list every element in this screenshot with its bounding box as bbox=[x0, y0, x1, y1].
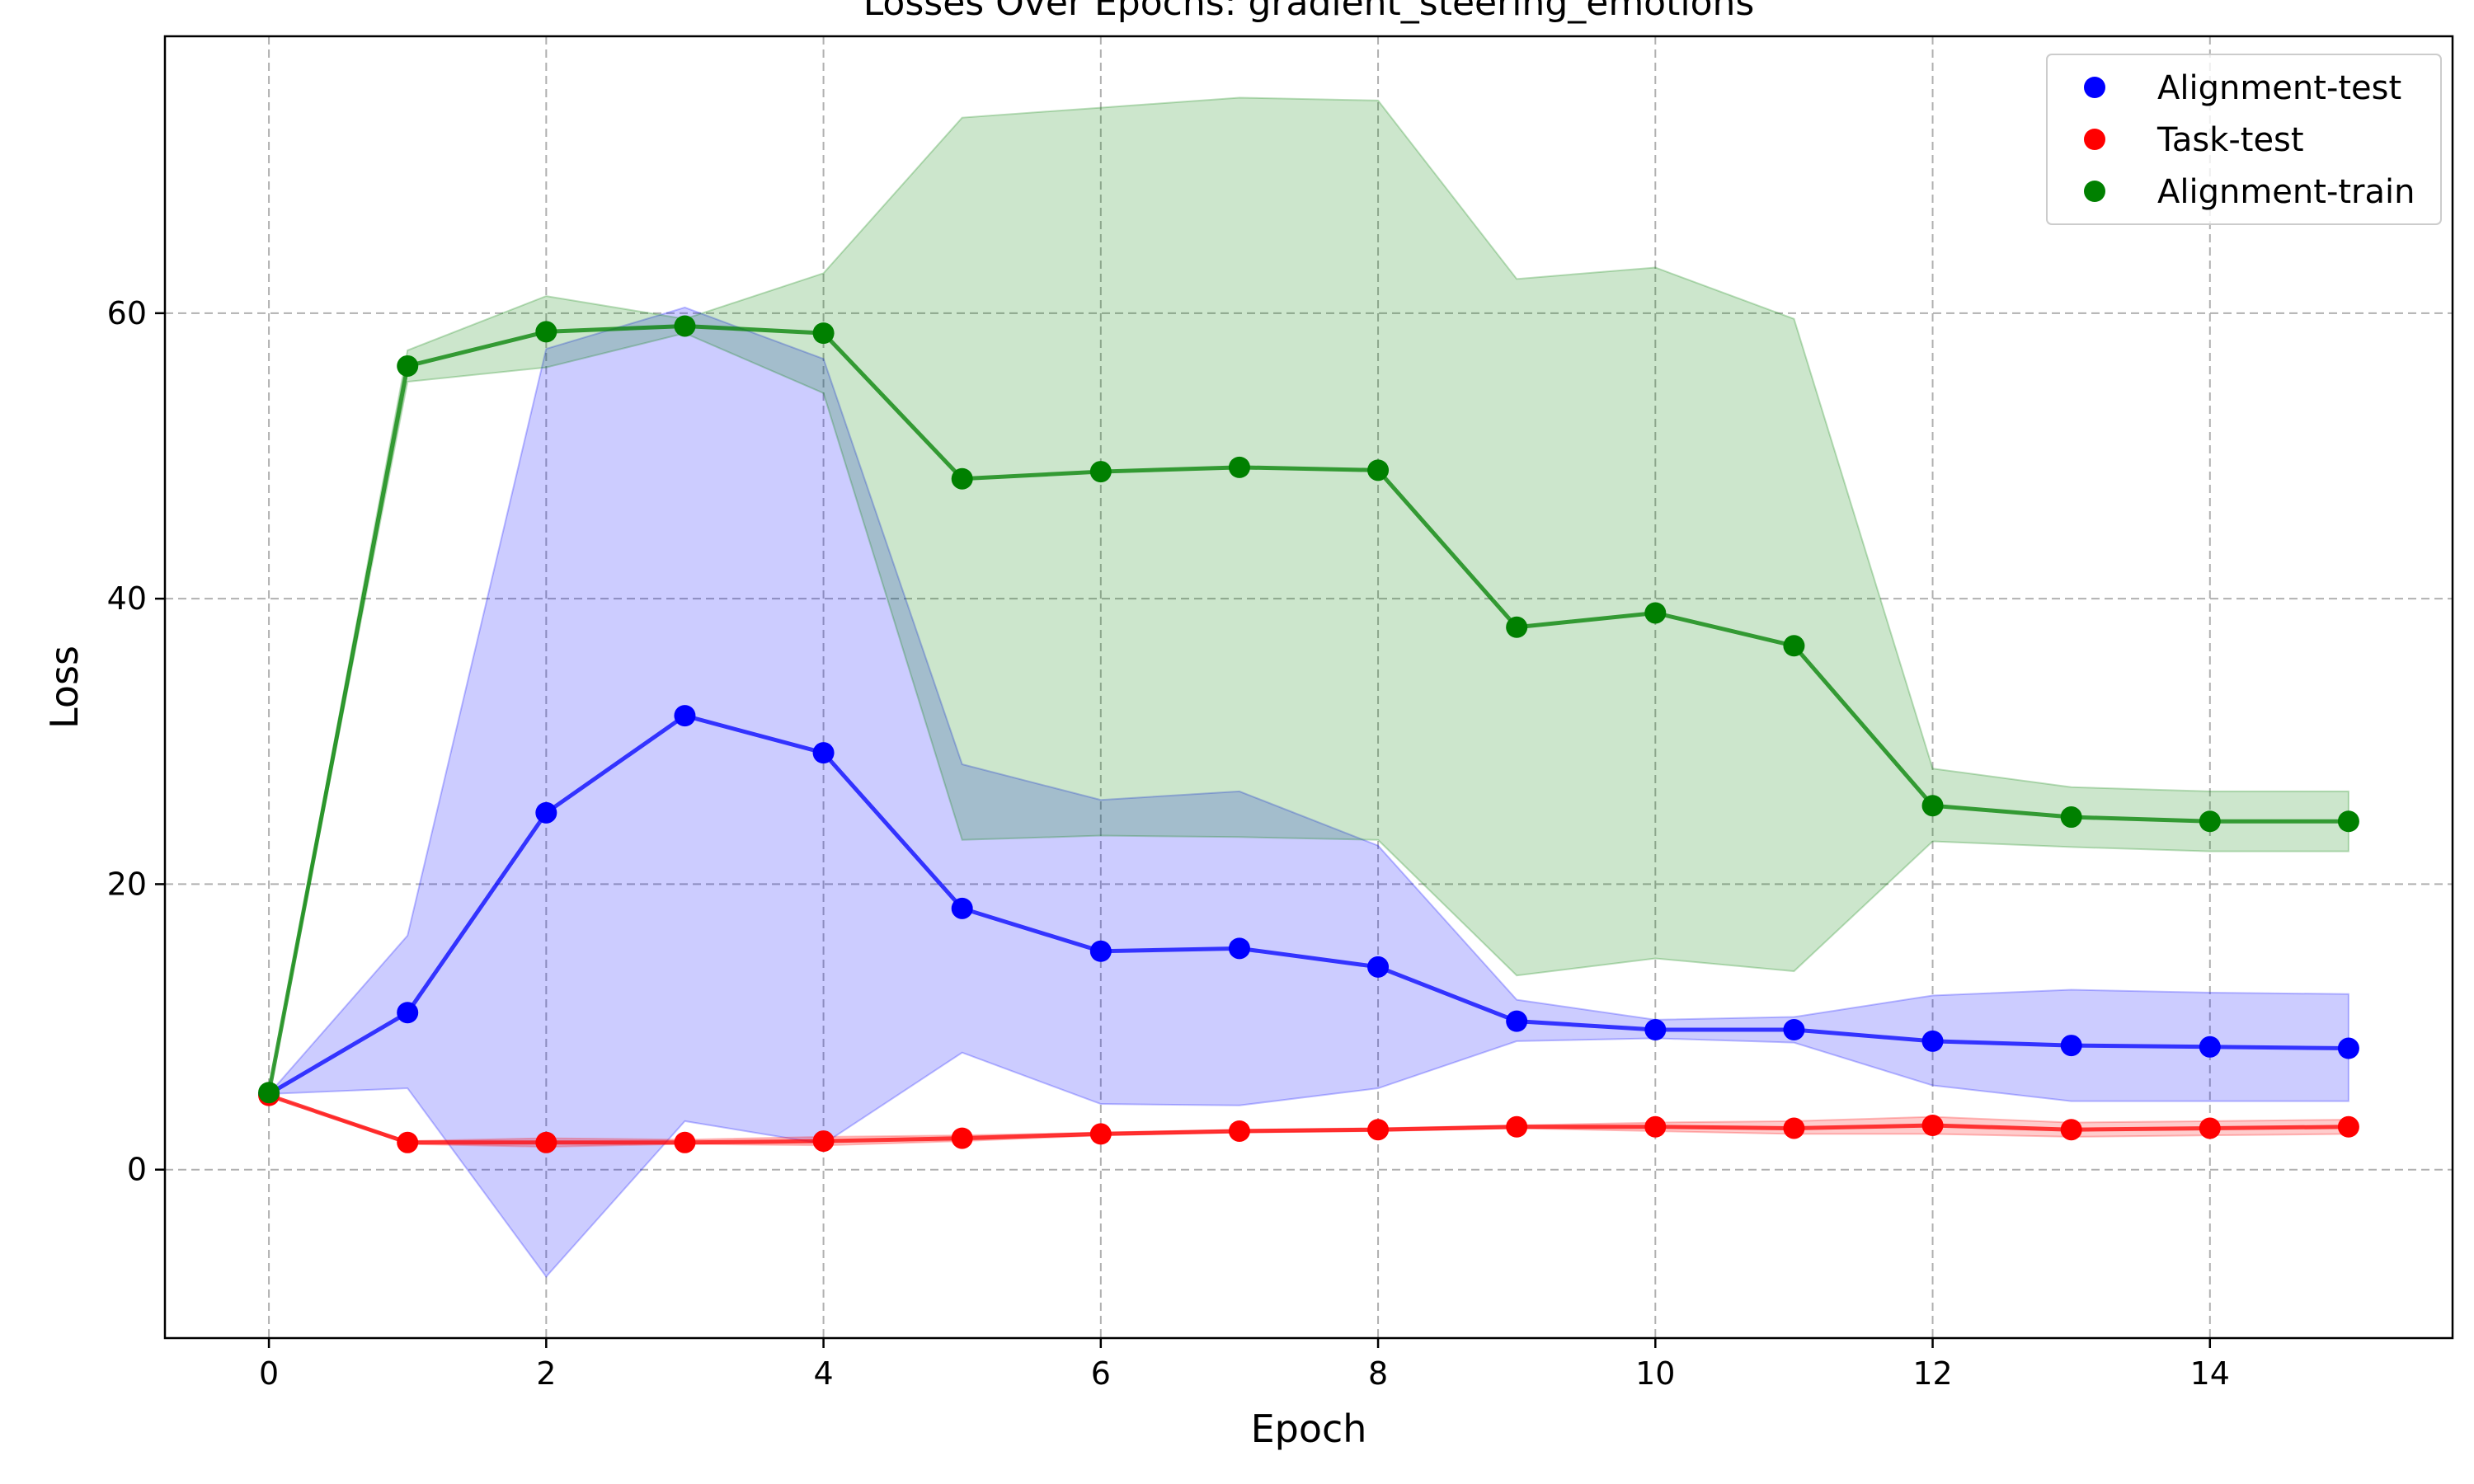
task-test-line bbox=[268, 1093, 2349, 1145]
alignment-train-point bbox=[2060, 806, 2082, 829]
legend: Alignment-test Task-test Alignment-train bbox=[2046, 54, 2442, 225]
alignment-train-point bbox=[1506, 616, 1528, 638]
alignment-train-point bbox=[258, 1082, 280, 1104]
x-tick-label: 0 bbox=[259, 1355, 279, 1392]
alignment-train-point bbox=[674, 315, 696, 337]
series-points bbox=[258, 315, 2359, 1153]
alignment-train-point bbox=[1921, 795, 1944, 817]
alignment-test-point bbox=[1644, 1019, 1667, 1041]
task-test-point bbox=[1367, 1119, 1390, 1141]
plot-frame bbox=[163, 35, 2454, 1340]
alignment-train-point bbox=[535, 321, 557, 343]
task-test-point bbox=[2337, 1115, 2359, 1138]
alignment-test-point bbox=[1367, 956, 1390, 978]
task-test-point bbox=[1921, 1115, 1944, 1137]
x-tick-label: 14 bbox=[2190, 1355, 2230, 1392]
alignment-test-point bbox=[1228, 937, 1250, 960]
alignment-train-point bbox=[812, 322, 835, 345]
y-axis-label: Loss bbox=[42, 646, 87, 729]
task-test-point bbox=[951, 1127, 973, 1149]
alignment-test-point bbox=[951, 897, 973, 919]
task-test-point bbox=[2199, 1117, 2221, 1139]
axis-ticks: 0 2 4 6 8 10 12 14 0 20 40 60 bbox=[107, 295, 2230, 1392]
x-tick-label: 2 bbox=[536, 1355, 556, 1392]
alignment-test-point bbox=[1921, 1030, 1944, 1052]
alignment-train-point bbox=[951, 467, 973, 490]
alignment-test-point bbox=[2337, 1037, 2359, 1059]
alignment-test-point bbox=[1506, 1010, 1528, 1032]
task-test-point bbox=[2060, 1119, 2082, 1141]
legend-label: Alignment-train bbox=[2157, 173, 2415, 211]
x-tick-label: 10 bbox=[1635, 1355, 1675, 1392]
alignment-test-point bbox=[2060, 1035, 2082, 1057]
x-tick-label: 6 bbox=[1091, 1355, 1111, 1392]
task-test-point bbox=[1228, 1120, 1250, 1142]
task-test-point bbox=[1644, 1115, 1667, 1138]
alignment-train-point bbox=[1367, 459, 1390, 481]
y-tick-label: 20 bbox=[107, 866, 147, 902]
task-test-point bbox=[674, 1131, 696, 1153]
alignment-train-point bbox=[397, 355, 419, 377]
task-test-point bbox=[812, 1130, 835, 1153]
chart-title: Losses Over Epochs: gradient_steering_em… bbox=[863, 0, 1755, 24]
alignment-test-point bbox=[535, 801, 557, 824]
legend-label: Task-test bbox=[2157, 121, 2304, 159]
confidence-bands bbox=[266, 96, 2349, 1279]
task-test-point bbox=[535, 1131, 557, 1153]
grid-lines bbox=[165, 36, 2453, 1338]
alignment-train-point bbox=[2199, 810, 2221, 833]
task-test-point bbox=[397, 1131, 419, 1153]
alignment-train-point bbox=[2337, 810, 2359, 833]
legend-marker bbox=[2084, 129, 2105, 150]
x-tick-label: 4 bbox=[813, 1355, 833, 1392]
alignment-train-point bbox=[1228, 456, 1250, 478]
alignment-test-point bbox=[397, 1002, 419, 1024]
task-test-point bbox=[1506, 1115, 1528, 1138]
alignment-test-point bbox=[2199, 1036, 2221, 1058]
task-test-point bbox=[1089, 1123, 1112, 1145]
alignment-train-point bbox=[1089, 461, 1112, 483]
alignment-test-point bbox=[812, 742, 835, 764]
alignment-test-line bbox=[267, 713, 2349, 1097]
legend-box bbox=[2046, 54, 2442, 225]
y-tick-label: 0 bbox=[127, 1152, 147, 1188]
alignment-train-line bbox=[266, 323, 2349, 1093]
alignment-train-point bbox=[1783, 635, 1805, 657]
legend-label: Alignment-test bbox=[2157, 69, 2401, 107]
x-tick-label: 12 bbox=[1912, 1355, 1952, 1392]
alignment-test-point bbox=[674, 705, 696, 727]
legend-marker bbox=[2084, 181, 2105, 202]
legend-marker bbox=[2084, 77, 2105, 98]
alignment-test-point bbox=[1089, 940, 1112, 962]
x-tick-label: 8 bbox=[1368, 1355, 1388, 1392]
x-axis-label: Epoch bbox=[1251, 1407, 1367, 1451]
y-tick-label: 40 bbox=[107, 580, 147, 617]
alignment-test-point bbox=[1783, 1019, 1805, 1041]
task-test-point bbox=[1783, 1117, 1805, 1139]
y-tick-label: 60 bbox=[107, 295, 147, 331]
series-lines bbox=[266, 323, 2349, 1145]
alignment-train-point bbox=[1644, 602, 1667, 624]
